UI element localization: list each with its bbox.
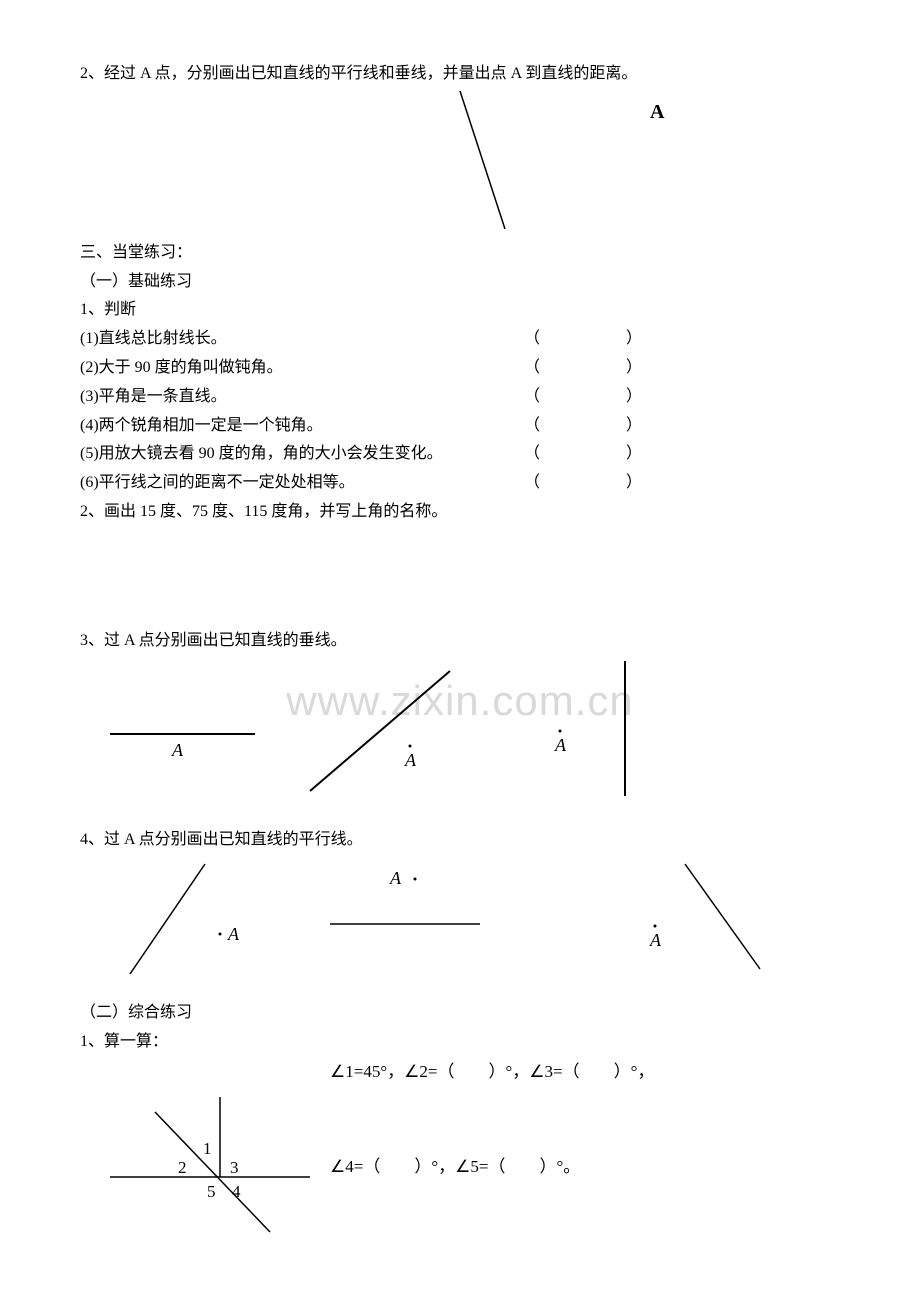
calc-expression-1: ∠1=45°，∠2=（ ）°，∠3=（ ）°， [330, 1057, 654, 1088]
diagram-top: A [80, 89, 840, 239]
judge-text: (4)两个锐角相加一定是一个钝角。 [80, 412, 323, 441]
judge-item-5: (5)用放大镜去看 90 度的角，角的大小会发生变化。 （ ） [80, 440, 840, 469]
q4-line-3 [685, 864, 760, 969]
q4-label-a3: A [649, 930, 662, 950]
judge-item-6: (6)平行线之间的距离不一定处处相等。 （ ） [80, 469, 840, 498]
judge-item-1: (1)直线总比射线长。 （ ） [80, 325, 840, 354]
angle-3-label: 3 [230, 1158, 239, 1177]
judge-text: (5)用放大镜去看 90 度的角，角的大小会发生变化。 [80, 440, 443, 469]
diagram-q3-svg: A A A [80, 656, 840, 806]
question-4: 4、过 A 点分别画出已知直线的平行线。 [80, 826, 840, 855]
judge-text: (6)平行线之间的距离不一定处处相等。 [80, 469, 355, 498]
angle-figure: 1 2 3 4 5 [100, 1082, 330, 1242]
q4-dot-2 [414, 878, 417, 881]
judge-item-3: (3)平角是一条直线。 （ ） [80, 383, 840, 412]
question-2-top: 2、经过 A 点，分别画出已知直线的平行线和垂线，并量出点 A 到直线的距离。 [80, 60, 840, 89]
question-draw-angles: 2、画出 15 度、75 度、115 度角，并写上角的名称。 [80, 498, 840, 527]
judge-paren: （ ） [524, 469, 840, 498]
angle-2-label: 2 [178, 1158, 187, 1177]
section-3-title: 三、当堂练习： [80, 239, 840, 268]
calc-expression-2: ∠4=（ ）°，∠5=（ ）°。 [330, 1152, 580, 1183]
q3-dot-2 [409, 744, 412, 747]
judge-text: (1)直线总比射线长。 [80, 325, 227, 354]
diag-line [155, 1112, 270, 1232]
q4-label-a1: A [227, 924, 240, 944]
diagram-q4-svg: A A A [80, 854, 840, 984]
oblique-line [460, 91, 505, 229]
diagram-q4: A A A [80, 854, 840, 984]
judge-paren: （ ） [524, 440, 840, 469]
judge-paren: （ ） [524, 325, 840, 354]
angle-4-label: 4 [232, 1182, 241, 1201]
calc-title: 1、算一算： [80, 1028, 840, 1057]
blank-space [80, 527, 840, 627]
diagram-top-svg [80, 89, 840, 239]
q3-line-2 [310, 671, 450, 791]
q3-label-a2: A [404, 750, 417, 770]
judge-paren: （ ） [524, 412, 840, 441]
subsection-1-title: （一）基础练习 [80, 268, 840, 297]
diagram-calc: ∠1=45°，∠2=（ ）°，∠3=（ ）°， 1 2 3 4 5 ∠4=（ ）… [80, 1057, 840, 1237]
point-a-label: A [650, 94, 664, 130]
q4-line-1 [130, 864, 205, 974]
q4-dot-3 [654, 925, 657, 928]
judge-paren: （ ） [524, 383, 840, 412]
q4-dot-1 [219, 933, 222, 936]
judge-paren: （ ） [524, 354, 840, 383]
spacer [80, 806, 840, 826]
subsection-2-title: （二）综合练习 [80, 999, 840, 1028]
judge-item-4: (4)两个锐角相加一定是一个钝角。 （ ） [80, 412, 840, 441]
judge-text: (3)平角是一条直线。 [80, 383, 227, 412]
q3-label-a3: A [554, 735, 567, 755]
question-3: 3、过 A 点分别画出已知直线的垂线。 [80, 627, 840, 656]
q3-dot-3 [559, 729, 562, 732]
angle-1-label: 1 [203, 1139, 212, 1158]
q4-label-a2: A [389, 868, 402, 888]
judge-item-2: (2)大于 90 度的角叫做钝角。 （ ） [80, 354, 840, 383]
judge-title: 1、判断 [80, 296, 840, 325]
spacer [80, 984, 840, 999]
judge-text: (2)大于 90 度的角叫做钝角。 [80, 354, 283, 383]
q3-label-a1: A [171, 740, 184, 760]
angle-5-label: 5 [207, 1182, 216, 1201]
diagram-q3: www.zixin.com.cn A A A [80, 656, 840, 806]
